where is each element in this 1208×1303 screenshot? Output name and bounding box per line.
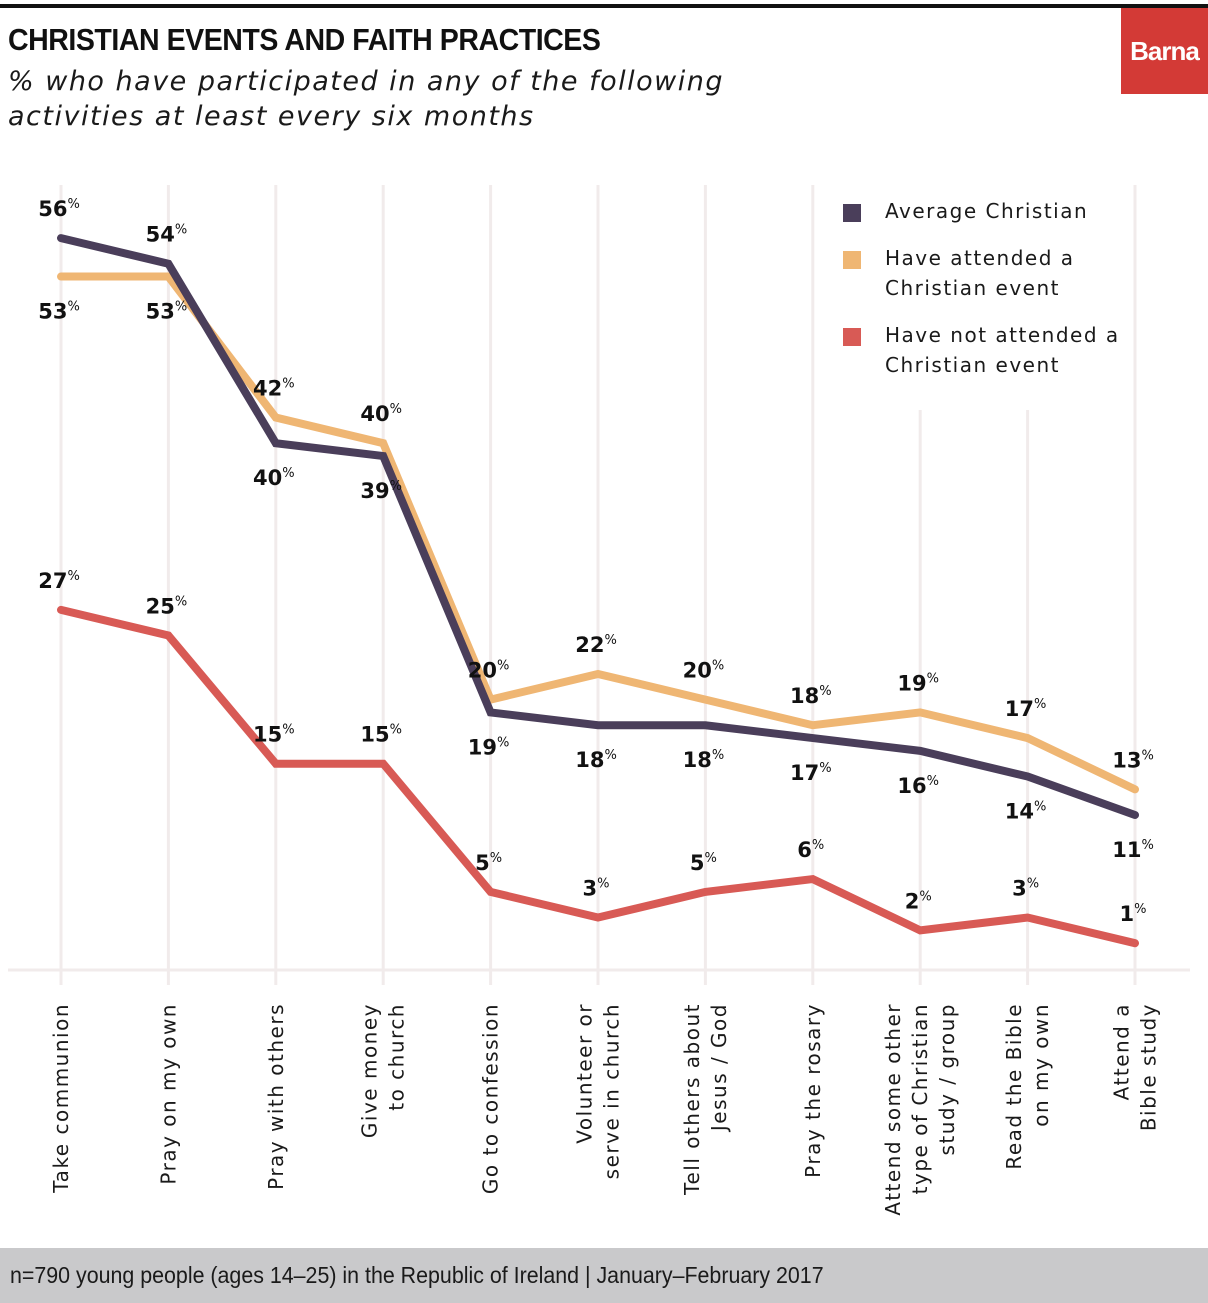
legend-swatch-icon: [843, 251, 861, 269]
data-label: 56%: [38, 197, 80, 221]
legend-label: Have not attended a Christian event: [885, 323, 1120, 377]
x-tick-label: Pray on my own: [156, 1003, 180, 1185]
data-label: 17%: [790, 761, 832, 785]
x-tick-label: Tell others about: [680, 1003, 704, 1196]
top-rule: [0, 4, 1208, 8]
legend-swatch-icon: [843, 328, 861, 346]
series-line-have-not-attended-a-christian-event: [57, 605, 1139, 948]
x-tick-label: Jesus / God: [707, 1003, 731, 1133]
data-label: 20%: [683, 659, 725, 683]
x-tick-label: Take communion: [49, 1003, 73, 1194]
data-label: 25%: [146, 595, 188, 619]
data-label: 54%: [146, 223, 188, 247]
data-labels: 56% 54% 40% 39% 19% 18% 18% 17% 16% 14% 11% 53% 53% 4…: [38, 197, 1154, 926]
legend: Average Christian Have attended a Christ…: [843, 196, 1165, 397]
x-tick-label: study / group: [935, 1003, 959, 1156]
data-label: 5%: [475, 851, 502, 875]
x-tick-label: to church: [385, 1003, 409, 1111]
legend-swatch-icon: [843, 204, 861, 222]
data-label: 2%: [905, 889, 932, 913]
legend-item-average-christian: Average Christian: [843, 196, 1165, 226]
data-label: 42%: [253, 377, 295, 401]
x-tick-label: Give money: [358, 1003, 382, 1138]
data-label: 15%: [360, 723, 402, 747]
legend-item-not-attended: Have not attended a Christian event: [843, 320, 1165, 380]
x-tick-label: Pray with others: [264, 1003, 288, 1190]
data-label: 20%: [468, 659, 510, 683]
data-label: 5%: [690, 851, 717, 875]
x-tick-label: Volunteer or: [573, 1003, 597, 1144]
series-lines: [57, 234, 1139, 948]
data-label: 53%: [146, 300, 188, 324]
chart-subtitle: % who have participated in any of the fo…: [8, 66, 724, 132]
x-tick-label: Attend some other: [881, 1003, 905, 1216]
legend-label: Average Christian: [885, 199, 1089, 223]
legend-item-attended: Have attended a Christian event: [843, 243, 1165, 303]
line-chart: 56% 54% 40% 39% 19% 18% 18% 17% 16% 14% 11% 53% 53% 4…: [8, 185, 1190, 1216]
data-label: 40%: [360, 402, 402, 426]
series-line-have-attended-a-christian-event: [57, 272, 1139, 794]
x-tick-label: Read the Bible: [1002, 1003, 1026, 1170]
data-label: 27%: [38, 569, 80, 593]
data-label: 40%: [253, 466, 295, 490]
x-tick-label: Go to confession: [479, 1003, 503, 1194]
data-label: 19%: [897, 671, 939, 695]
chart-title: CHRISTIAN EVENTS AND FAITH PRACTICES: [8, 22, 601, 57]
x-tick-label: Attend a: [1110, 1003, 1134, 1100]
data-label: 3%: [1012, 877, 1039, 901]
x-tick-label: Pray the rosary: [801, 1003, 825, 1178]
data-label: 53%: [38, 300, 80, 324]
data-label: 18%: [790, 684, 832, 708]
sample-note: n=790 young people (ages 14–25) in the R…: [10, 1262, 824, 1288]
data-label: 22%: [575, 633, 617, 657]
data-label: 19%: [468, 735, 510, 759]
data-label: 14%: [1005, 800, 1047, 824]
barna-logo: Barna: [1121, 8, 1208, 94]
data-label: 1%: [1120, 902, 1147, 926]
data-label: 17%: [1005, 697, 1047, 721]
data-label: 6%: [797, 838, 824, 862]
x-tick-label: type of Christian: [908, 1003, 932, 1194]
data-label: 18%: [683, 748, 725, 772]
data-label: 39%: [360, 479, 402, 503]
data-label: 11%: [1112, 838, 1154, 862]
x-tick-label: serve in church: [600, 1003, 624, 1179]
x-tick-labels: Take communion Pray on my own Pray with ot…: [49, 1003, 1161, 1216]
footer-bar: n=790 young people (ages 14–25) in the R…: [0, 1248, 1208, 1303]
data-label: 13%: [1112, 748, 1154, 772]
series-line-average-christian: [57, 234, 1139, 819]
data-label: 3%: [583, 877, 610, 901]
x-tick-label: Bible study: [1137, 1003, 1161, 1131]
legend-label: Have attended a Christian event: [885, 246, 1075, 300]
data-label: 16%: [897, 774, 939, 798]
gridlines: [59, 185, 1137, 985]
data-label: 15%: [253, 723, 295, 747]
data-label: 18%: [575, 748, 617, 772]
x-tick-label: on my own: [1029, 1003, 1053, 1127]
